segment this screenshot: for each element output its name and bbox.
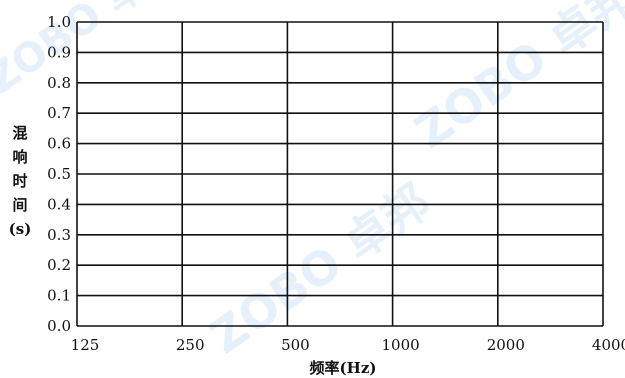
y-tick-label: 0.1 [47,287,71,305]
y-tick-label: 1.0 [47,13,71,31]
y-tick-label: 0.9 [47,43,71,61]
y-tick-labels: 0.0 0.1 0.2 0.3 0.4 0.5 0.6 0.7 0.8 0.9 1.0 [47,13,71,335]
y-tick-label: 0.5 [47,165,71,183]
x-tick-label: 2000 [487,336,525,354]
x-tick-label: 125 [71,336,100,354]
watermark-text: ZOBO 卓邦 [405,0,625,159]
x-tick-label: 4000 [592,336,625,354]
y-tick-label: 0.2 [47,256,71,274]
watermark-layer: ZOBO 卓邦 ZOBO 卓邦 ZOBO 卓邦 [0,0,625,364]
y-tick-label: 0.8 [47,74,71,92]
y-axis-title-glyph: 混 [12,124,27,142]
x-axis-title: 频率(Hz) [310,359,377,377]
watermark-text: ZOBO 卓邦 [0,0,187,103]
x-tick-label: 500 [281,336,310,354]
y-axis-title-glyph: 间 [12,196,27,214]
y-tick-label: 0.4 [47,195,71,213]
y-axis-title-glyph: (s) [9,220,32,238]
y-axis-title-glyph: 时 [12,172,27,190]
y-tick-label: 0.0 [47,317,71,335]
x-tick-labels: 125 250 500 1000 2000 4000 [71,336,625,354]
x-tick-label: 1000 [382,336,420,354]
plot-grid [76,21,604,327]
y-tick-label: 0.3 [47,226,71,244]
y-tick-label: 0.6 [47,135,71,153]
x-tick-label: 250 [176,336,205,354]
y-tick-label: 0.7 [47,104,71,122]
y-axis-title-glyph: 响 [12,148,27,166]
